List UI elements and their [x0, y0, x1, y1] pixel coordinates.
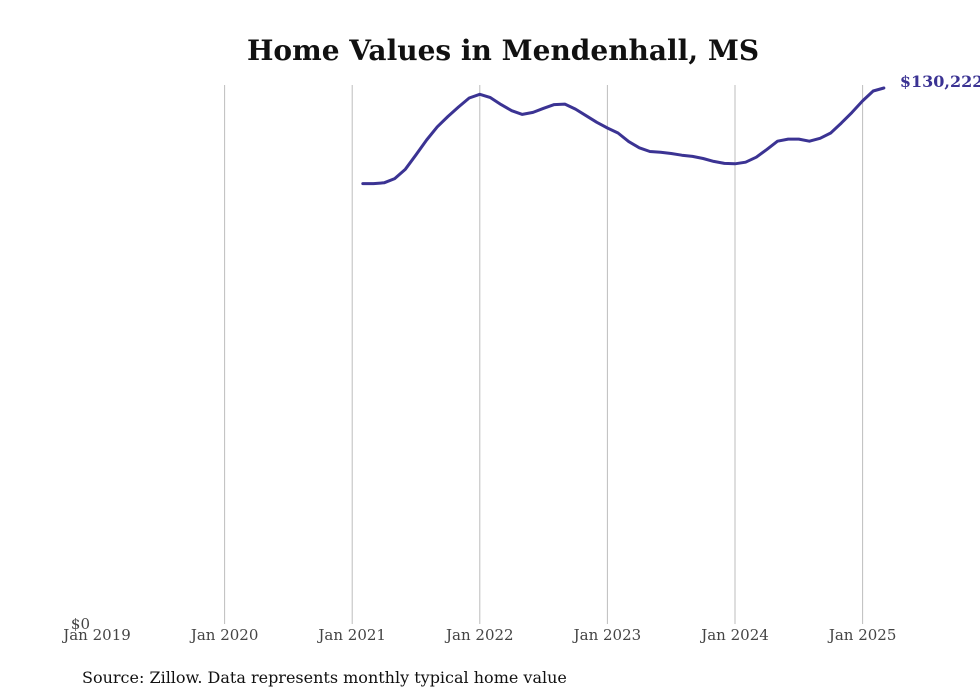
end-value-label: $130,222 [900, 72, 980, 91]
x-tick-label: Jan 2022 [444, 626, 514, 644]
x-tick-label: Jan 2020 [189, 626, 259, 644]
series-line [361, 86, 886, 186]
x-tick-label: Jan 2021 [316, 626, 386, 644]
y-tick-label: $0 [71, 615, 90, 633]
gridlines [224, 85, 864, 624]
x-axis-ticks: Jan 2019 Jan 2020 Jan 2021 Jan 2022 Jan 2023… [61, 626, 896, 644]
x-tick-label: Jan 2025 [827, 626, 897, 644]
x-tick-label: Jan 2023 [572, 626, 642, 644]
source-note: Source: Zillow. Data represents monthly … [82, 668, 567, 687]
x-tick-label: Jan 2024 [699, 626, 769, 644]
x-tick-label: Jan 2019 [61, 626, 131, 644]
chart-title: Home Values in Mendenhall, MS [247, 34, 759, 67]
y-axis-ticks: $0 [71, 615, 90, 633]
